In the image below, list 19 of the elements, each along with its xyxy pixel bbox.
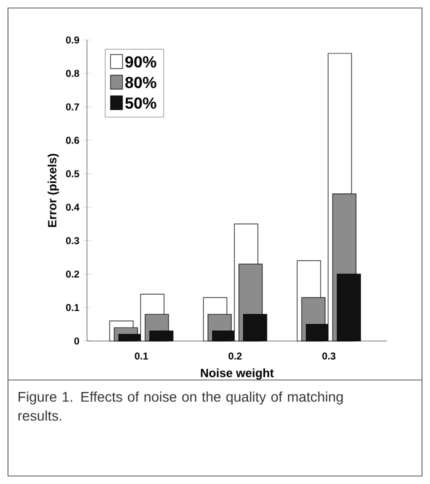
y-tick-label: 0.8 — [66, 70, 80, 77]
y-tick-label: 0.7 — [66, 103, 80, 110]
y-tick-label: 0.1 — [66, 304, 80, 312]
x-tick-label: 0.3 — [322, 352, 336, 360]
x-axis-title: Noise weight — [200, 368, 274, 380]
y-tick-label: 0.2 — [66, 270, 80, 278]
y-axis-title: Error (pixels) — [48, 154, 59, 227]
y-tick-label: 0.9 — [66, 36, 80, 44]
legend-label: 50% — [125, 97, 156, 109]
legend-label: 90% — [125, 56, 156, 68]
y-tick-label: 0 — [74, 337, 80, 345]
caption: Figure 1. Effects of noise on the quality of matching results. — [18, 392, 343, 421]
legend-label: 80% — [125, 76, 156, 88]
x-tick-label: 0.1 — [134, 352, 148, 360]
y-tick-label: 0.6 — [66, 136, 80, 144]
x-tick-label: 0.2 — [228, 352, 242, 360]
y-tick-label: 0.4 — [66, 204, 80, 211]
y-tick-label: 0.5 — [66, 170, 80, 178]
y-tick-label: 0.3 — [66, 237, 80, 244]
